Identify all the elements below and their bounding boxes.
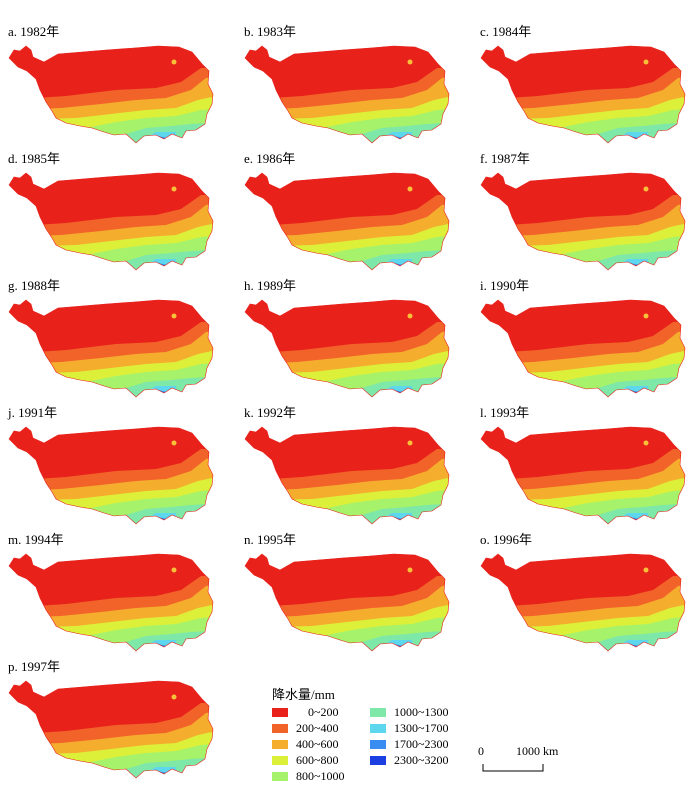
panel-label: o. 1996年 xyxy=(480,532,533,547)
map-panel: k. 1992年 xyxy=(242,405,462,537)
legend-item: 800~1000 xyxy=(272,769,382,784)
panel-label: e. 1986年 xyxy=(244,151,296,166)
legend-item: 200~400 xyxy=(272,721,382,736)
precipitation-map xyxy=(8,299,214,398)
map-panel: c. 1984年 xyxy=(478,24,698,156)
legend-swatch xyxy=(370,708,386,717)
map-panel: p. 1997年 xyxy=(6,659,226,791)
map-panel: b. 1983年 xyxy=(242,24,462,156)
legend-label: 1300~1700 xyxy=(394,721,449,735)
panel-label: j. 1991年 xyxy=(8,405,58,420)
legend-label: 1000~1300 xyxy=(394,705,449,719)
legend-item: 1000~1300 xyxy=(370,705,480,720)
legend-item: 600~800 xyxy=(272,753,382,768)
legend-item: 2300~3200 xyxy=(370,753,480,768)
precipitation-map xyxy=(244,299,450,398)
scale-zero-label: 0 xyxy=(478,744,484,758)
panel-label: b. 1983年 xyxy=(244,24,297,39)
precipitation-map xyxy=(8,172,214,271)
map-panel: m. 1994年 xyxy=(6,532,226,664)
map-panel: e. 1986年 xyxy=(242,151,462,283)
panel-label: n. 1995年 xyxy=(244,532,297,547)
legend-swatch xyxy=(272,724,288,733)
legend-swatch xyxy=(272,772,288,781)
legend-label: 2300~3200 xyxy=(394,753,449,767)
legend-label: 1700~2300 xyxy=(394,737,449,751)
legend-label: 800~1000 xyxy=(296,769,345,783)
precipitation-map xyxy=(480,299,686,398)
precipitation-map xyxy=(244,45,450,144)
map-panel: o. 1996年 xyxy=(478,532,698,664)
map-panel: n. 1995年 xyxy=(242,532,462,664)
panel-label: k. 1992年 xyxy=(244,405,297,420)
precipitation-map xyxy=(8,680,214,779)
precipitation-map xyxy=(8,426,214,525)
legend-item: 400~600 xyxy=(272,737,382,752)
map-panel: j. 1991年 xyxy=(6,405,226,537)
legend-swatch xyxy=(370,740,386,749)
legend-swatch xyxy=(272,756,288,765)
panel-label: f. 1987年 xyxy=(480,151,530,166)
legend-title: 降水量/mm xyxy=(272,687,335,702)
panel-label: g. 1988年 xyxy=(8,278,61,293)
map-panel: g. 1988年 xyxy=(6,278,226,410)
precipitation-map xyxy=(480,553,686,652)
precipitation-map xyxy=(244,553,450,652)
map-panel: l. 1993年 xyxy=(478,405,698,537)
legend-label: 600~800 xyxy=(296,753,339,767)
map-panel: h. 1989年 xyxy=(242,278,462,410)
legend-item: 0~200 xyxy=(272,705,382,720)
panel-label: d. 1985年 xyxy=(8,151,61,166)
scale-max-label: 1000 km xyxy=(516,744,559,758)
precipitation-map xyxy=(244,172,450,271)
precipitation-map xyxy=(480,45,686,144)
precipitation-map xyxy=(8,553,214,652)
panel-label: p. 1997年 xyxy=(8,659,61,674)
legend-label: 200~400 xyxy=(296,721,339,735)
panel-label: h. 1989年 xyxy=(244,278,297,293)
panel-label: c. 1984年 xyxy=(480,24,532,39)
panel-label: i. 1990年 xyxy=(480,278,530,293)
legend-label: 400~600 xyxy=(296,737,339,751)
panel-label: a. 1982年 xyxy=(8,24,60,39)
legend-swatch xyxy=(272,740,288,749)
legend-swatch xyxy=(370,756,386,765)
precipitation-map xyxy=(244,426,450,525)
legend-item: 1300~1700 xyxy=(370,721,480,736)
map-panel: i. 1990年 xyxy=(478,278,698,410)
legend: 降水量/mm 0~200 200~400 400~600 600~800 800~100… xyxy=(272,684,472,804)
panel-label: m. 1994年 xyxy=(8,532,64,547)
scale-bar: 0 1000 km xyxy=(476,744,559,778)
legend-label: 0~200 xyxy=(308,705,339,719)
map-panel: d. 1985年 xyxy=(6,151,226,283)
map-panel: f. 1987年 xyxy=(478,151,698,283)
legend-swatch xyxy=(370,724,386,733)
scale-line xyxy=(482,764,544,772)
legend-swatch xyxy=(272,708,288,717)
panel-label: l. 1993年 xyxy=(480,405,530,420)
legend-item: 1700~2300 xyxy=(370,737,480,752)
map-panel: a. 1982年 xyxy=(6,24,226,156)
precipitation-map xyxy=(480,426,686,525)
precipitation-map xyxy=(480,172,686,271)
precipitation-map xyxy=(8,45,214,144)
